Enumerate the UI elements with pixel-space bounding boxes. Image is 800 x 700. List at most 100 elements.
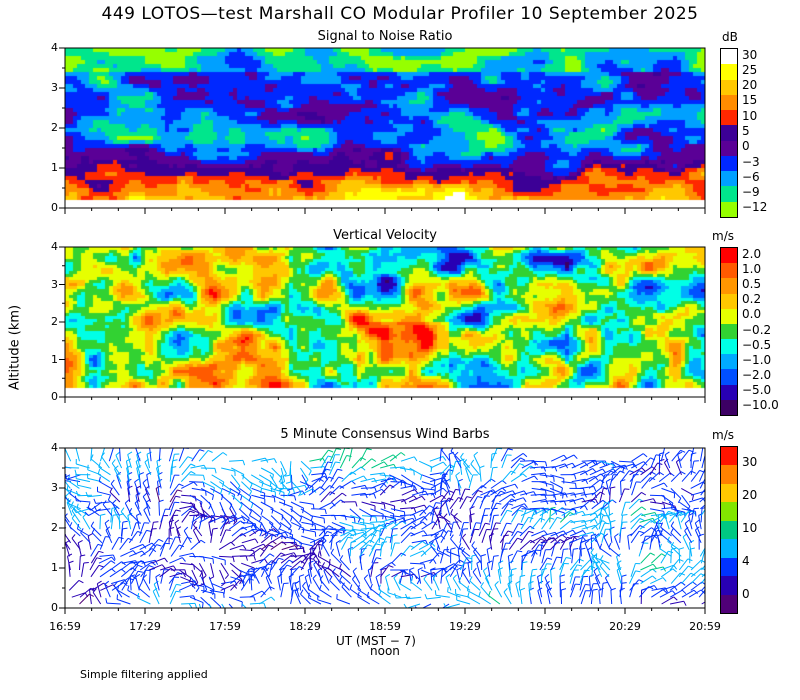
wind-barb [248, 569, 251, 584]
wind-barb [98, 481, 112, 489]
wind-barb-flag [528, 516, 534, 520]
wind-barb-flag [300, 589, 304, 595]
wind-barb-flag [446, 546, 448, 552]
wind-barb [119, 448, 121, 462]
wind-barb [313, 558, 323, 571]
colorbar-segment [721, 354, 737, 370]
wind-barb [360, 458, 373, 469]
wind-barb [239, 596, 254, 598]
wind-barb-flag [573, 548, 579, 550]
wind-barb-flag [496, 502, 502, 505]
colorbar-label: 0.2 [742, 292, 762, 307]
y-tick-label: 2 [51, 521, 58, 534]
wind-barb-flag [339, 563, 342, 569]
wind-barb-flag [339, 575, 343, 581]
colorbar-segment [721, 520, 737, 540]
wind-barb-flag [311, 486, 314, 492]
wind-barb-flag [156, 544, 162, 547]
wind-barb-flag [664, 451, 670, 456]
wind-barb [441, 449, 451, 462]
wind-barb [409, 550, 424, 557]
colorbar-label: 10 [742, 521, 758, 535]
wind-barb-flag [621, 574, 627, 577]
wind-barb [228, 603, 234, 608]
wind-barb [494, 584, 503, 598]
x-tick-label: 18:59 [369, 620, 401, 633]
wind-barb-flag [270, 596, 276, 601]
wind-barb-flag [120, 507, 125, 512]
wind-barb [219, 555, 234, 558]
wind-barb-flag [190, 463, 196, 467]
wind-barb [158, 501, 160, 516]
wind-barb [450, 450, 462, 462]
wind-barb-flag [100, 513, 106, 516]
wind-barb [485, 577, 493, 591]
wind-barb-flag [366, 448, 372, 451]
wind-barb [189, 481, 204, 483]
wind-barb [111, 537, 120, 550]
wind-barb-flag [200, 539, 206, 544]
wind-barb [515, 583, 520, 598]
wind-barb [614, 536, 621, 550]
wind-barb-flag [469, 576, 473, 582]
wind-barb-flag [299, 517, 303, 523]
wind-barb [241, 494, 254, 504]
wind-barb-flag [341, 492, 347, 497]
wind-barb [503, 591, 512, 605]
wind-barb-flag [522, 473, 527, 478]
y-tick-label: 1 [51, 561, 58, 574]
wind-barb-flag [492, 466, 498, 469]
y-tick-label: 0 [51, 390, 58, 403]
wind-barb [168, 448, 174, 462]
wind-barb-flag [506, 509, 513, 513]
wind-barb-flag [253, 555, 256, 561]
wind-barb [99, 515, 101, 530]
wind-barb [336, 598, 351, 605]
wind-barb-flag [663, 482, 668, 488]
wind-barb [423, 578, 433, 591]
wind-barb [664, 515, 670, 530]
wind-barb [380, 508, 394, 515]
wind-barb [460, 456, 470, 469]
wind-barb [71, 517, 82, 530]
wind-barb-flag [545, 461, 548, 467]
colorbar-segment [721, 140, 737, 156]
wind-barb-flag [459, 559, 465, 563]
wind-barb [508, 537, 518, 550]
wind-barb-flag [363, 574, 369, 579]
wind-barb [621, 502, 626, 516]
wind-barb-flag [222, 452, 228, 456]
wind-barb-flag [273, 458, 277, 464]
colorbar-segment [721, 465, 737, 484]
wind-barb-flag [495, 522, 501, 524]
wind-barb-flag [65, 492, 70, 497]
wind-barb [429, 456, 444, 462]
wind-barb-flag [351, 575, 356, 580]
wind-barb [519, 590, 523, 605]
colorbar-segment [721, 539, 737, 558]
wind-barb [68, 580, 80, 591]
wind-barb [445, 502, 451, 516]
wind-barb [82, 516, 91, 530]
wind-barb [531, 517, 541, 530]
wind-barb [318, 468, 327, 482]
filter-note: Simple filtering applied [80, 668, 208, 681]
wind-barb [229, 459, 244, 462]
wind-barb-flag [414, 606, 418, 608]
wind-barb-flag [183, 526, 189, 532]
wind-barb-flag [385, 573, 391, 578]
wind-barb [128, 531, 138, 544]
wind-barb-flag [485, 522, 491, 525]
wind-barb-flag [137, 570, 143, 573]
wind-barb-flag [78, 579, 84, 584]
wind-barb-flag [520, 574, 526, 577]
colorbar-segment [721, 263, 737, 279]
wind-barb-flag [592, 468, 597, 473]
wind-barb-flag [199, 449, 205, 452]
wind-barb-flag [324, 509, 327, 515]
wind-barb [440, 490, 450, 503]
wind-barb [65, 540, 71, 550]
colorbar-label: 30 [742, 47, 758, 62]
wind-barb [189, 474, 204, 476]
wind-barb [279, 501, 293, 508]
